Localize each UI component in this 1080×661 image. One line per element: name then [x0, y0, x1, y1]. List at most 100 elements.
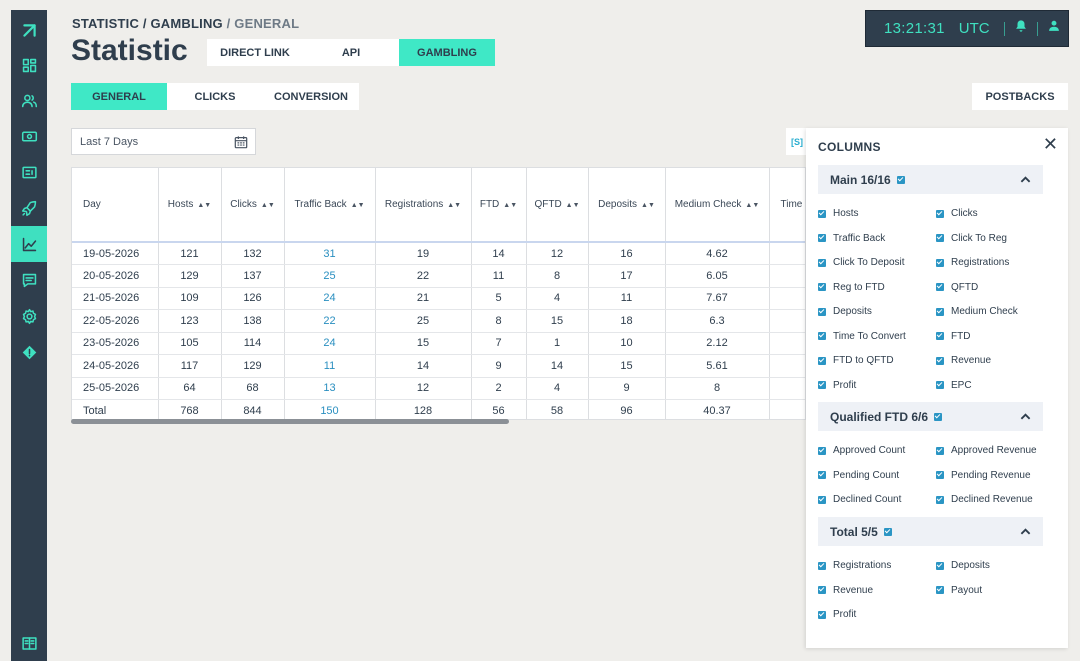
checkbox[interactable]	[818, 446, 826, 455]
column-option[interactable]: Revenue	[936, 355, 991, 366]
checkbox[interactable]	[818, 495, 826, 504]
group-checkbox[interactable]	[896, 175, 905, 184]
user-icon[interactable]	[1047, 19, 1061, 38]
column-header-clicks[interactable]: Clicks ▲▼	[221, 168, 285, 243]
group-checkbox[interactable]	[934, 412, 943, 421]
column-option[interactable]: Click To Deposit	[818, 257, 905, 268]
checkbox[interactable]	[818, 586, 826, 594]
group-checkbox[interactable]	[883, 527, 892, 536]
bell-icon[interactable]	[1014, 19, 1028, 38]
column-option[interactable]: Declined Revenue	[936, 494, 1033, 505]
column-option[interactable]: Reg to FTD	[818, 282, 885, 293]
offers-icon[interactable]	[11, 154, 47, 190]
column-option[interactable]: Time To Convert	[818, 331, 906, 342]
table-cell[interactable]: 31	[284, 242, 376, 265]
column-group-header[interactable]: Main 16/16	[818, 165, 1043, 194]
alert-icon[interactable]	[11, 334, 47, 370]
column-option[interactable]: Pending Revenue	[936, 470, 1031, 481]
gear-icon[interactable]	[11, 298, 47, 334]
table-cell[interactable]: 25	[284, 264, 376, 288]
tab-gambling[interactable]: GAMBLING	[399, 39, 495, 66]
checkbox[interactable]	[936, 381, 944, 389]
column-option[interactable]: Profit	[818, 609, 856, 620]
table-cell[interactable]: 11	[284, 354, 376, 378]
column-option[interactable]: EPC	[936, 380, 972, 391]
checkbox[interactable]	[936, 471, 944, 479]
date-range-picker[interactable]: Last 7 Days	[71, 128, 256, 155]
column-option[interactable]: Registrations	[936, 257, 1009, 268]
column-header-day[interactable]: Day	[72, 168, 159, 243]
column-option[interactable]: Declined Count	[818, 494, 901, 505]
column-header-registrations[interactable]: Registrations ▲▼	[375, 168, 472, 243]
docs-icon[interactable]	[11, 625, 47, 661]
table-cell[interactable]: 13	[284, 377, 376, 400]
users-icon[interactable]	[11, 82, 47, 118]
column-header-ftd[interactable]: FTD ▲▼	[471, 168, 527, 243]
column-group-header[interactable]: Total 5/5	[818, 517, 1043, 546]
checkbox[interactable]	[818, 381, 826, 389]
chevron-up-icon[interactable]	[1020, 174, 1031, 185]
checkbox[interactable]	[936, 561, 944, 570]
column-option[interactable]: Registrations	[818, 560, 891, 571]
column-header-hosts[interactable]: Hosts ▲▼	[158, 168, 222, 243]
tab-general[interactable]: GENERAL	[71, 83, 167, 110]
close-icon[interactable]: ✕	[1042, 134, 1058, 154]
checkbox[interactable]	[818, 307, 826, 316]
rocket-icon[interactable]	[11, 190, 47, 226]
column-option[interactable]: Profit	[818, 380, 856, 391]
column-group-header[interactable]: Qualified FTD 6/6	[818, 402, 1043, 431]
checkbox[interactable]	[936, 258, 944, 267]
logo-icon[interactable]	[11, 12, 47, 48]
column-option[interactable]: Approved Count	[818, 445, 905, 456]
checkbox[interactable]	[936, 446, 944, 455]
checkbox[interactable]	[818, 561, 826, 570]
chevron-up-icon[interactable]	[1020, 411, 1031, 422]
tab-direct-link[interactable]: DIRECT LINK	[220, 46, 290, 59]
checkbox[interactable]	[936, 234, 944, 242]
table-horizontal-scrollbar[interactable]	[71, 419, 509, 424]
column-header-time[interactable]: Time	[769, 168, 805, 243]
checkbox[interactable]	[818, 258, 826, 267]
column-option[interactable]: Click To Reg	[936, 233, 1007, 244]
money-icon[interactable]	[11, 118, 47, 154]
tab-api[interactable]: API	[341, 46, 361, 59]
checkbox[interactable]	[936, 307, 944, 316]
column-option[interactable]: Revenue	[818, 585, 873, 596]
checkbox[interactable]	[818, 471, 826, 479]
tab-conversion[interactable]: CONVERSION	[274, 90, 348, 103]
table-cell[interactable]: 22	[284, 309, 376, 333]
chevron-up-icon[interactable]	[1020, 526, 1031, 537]
column-header-medium-check[interactable]: Medium Check ▲▼	[665, 168, 770, 243]
column-option[interactable]: Deposits	[936, 560, 990, 571]
checkbox[interactable]	[936, 209, 944, 218]
checkbox[interactable]	[936, 332, 944, 340]
dashboard-icon[interactable]	[11, 47, 47, 83]
column-option[interactable]: Approved Revenue	[936, 445, 1037, 456]
column-option[interactable]: Payout	[936, 585, 982, 596]
checkbox[interactable]	[936, 356, 944, 365]
table-cell[interactable]: 150	[284, 399, 376, 419]
postbacks-button[interactable]: POSTBACKS	[972, 83, 1068, 110]
column-option[interactable]: Medium Check	[936, 306, 1018, 317]
column-option[interactable]: QFTD	[936, 282, 978, 293]
table-cell[interactable]: 24	[284, 332, 376, 355]
column-option[interactable]: Hosts	[818, 208, 859, 219]
checkbox[interactable]	[818, 283, 826, 291]
column-header-qftd[interactable]: QFTD ▲▼	[526, 168, 589, 243]
checkbox[interactable]	[818, 234, 826, 242]
column-option[interactable]: Pending Count	[818, 470, 899, 481]
column-header-traffic-back[interactable]: Traffic Back ▲▼	[284, 168, 376, 243]
messages-icon[interactable]	[11, 262, 47, 298]
columns-toggle-button[interactable]: [S]	[786, 128, 808, 155]
checkbox[interactable]	[818, 209, 826, 218]
checkbox[interactable]	[818, 610, 826, 619]
column-header-deposits[interactable]: Deposits ▲▼	[588, 168, 666, 243]
statistics-icon[interactable]	[11, 226, 47, 262]
breadcrumb-path[interactable]: STATISTIC / GAMBLING	[72, 16, 223, 31]
column-option[interactable]: Clicks	[936, 208, 978, 219]
column-option[interactable]: FTD	[936, 331, 970, 342]
checkbox[interactable]	[818, 332, 826, 340]
checkbox[interactable]	[936, 495, 944, 504]
checkbox[interactable]	[936, 586, 944, 594]
checkbox[interactable]	[818, 356, 826, 365]
